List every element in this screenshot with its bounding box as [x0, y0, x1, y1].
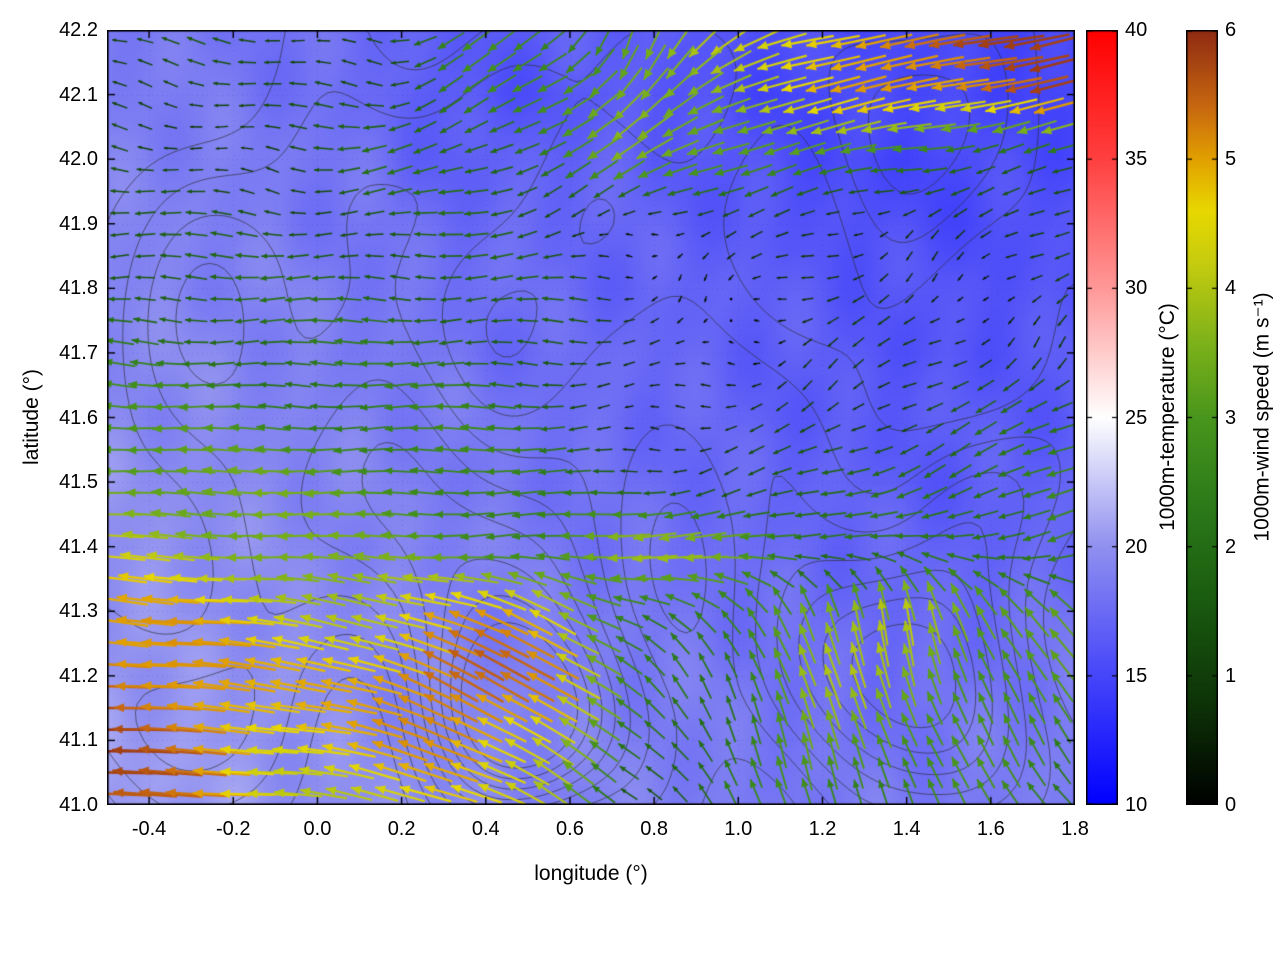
y-tick-label: 41.0: [59, 794, 98, 816]
y-tick-label: 41.1: [59, 729, 98, 752]
wind-colorbar-tick-label: 6: [1225, 19, 1237, 41]
wind-colorbar-title: 1000m-wind speed (m s⁻¹): [1250, 292, 1274, 542]
temperature-colorbar-tick-label: 30: [1125, 277, 1148, 300]
temperature-colorbar-title: 1000m-temperature (°C): [1156, 303, 1179, 531]
x-tick-label: 1.8: [1061, 818, 1089, 840]
x-tick-label: 1.6: [976, 818, 1005, 840]
y-tick-label: 41.4: [59, 535, 98, 558]
temperature-colorbar-tick-label: 25: [1125, 406, 1148, 429]
y-tick-label: 42.2: [59, 19, 98, 41]
temperature-colorbar-tick-label: 35: [1125, 148, 1148, 171]
wind-colorbar-tick-label: 1: [1225, 664, 1237, 687]
temperature-colorbar-tick-label: 20: [1125, 535, 1148, 558]
wind-colorbar-tick-label: 2: [1225, 535, 1237, 558]
y-tick-label: 41.3: [59, 600, 98, 623]
x-tick-label: 0.0: [303, 818, 332, 840]
wind-colorbar-tick-label: 3: [1225, 406, 1237, 429]
x-axis-title: longitude (°): [534, 862, 648, 885]
temperature-colorbar-tick-label: 10: [1125, 794, 1148, 816]
x-tick-label: 0.2: [387, 818, 416, 840]
x-tick-label: -0.4: [131, 818, 167, 840]
wind-colorbar-tick-label: 5: [1225, 148, 1237, 171]
x-tick-label: -0.2: [216, 818, 251, 840]
y-tick-label: 41.7: [59, 341, 98, 364]
x-tick-label: 0.8: [640, 818, 669, 840]
wind-colorbar: [1186, 30, 1218, 805]
y-tick-label: 42.0: [59, 148, 98, 171]
temperature-colorbar-tick-label: 40: [1125, 19, 1148, 41]
temperature-colorbar: [1086, 30, 1118, 805]
y-tick-label: 42.1: [59, 83, 98, 106]
y-tick-label: 41.2: [59, 664, 98, 687]
map-plot-canvas: [107, 30, 1075, 805]
y-tick-label: 41.8: [59, 277, 98, 300]
y-tick-label: 41.9: [59, 212, 98, 235]
wind-colorbar-tick-label: 0: [1225, 794, 1237, 816]
y-tick-label: 41.6: [59, 406, 98, 429]
x-tick-label: 1.2: [808, 818, 837, 840]
x-tick-label: 0.6: [556, 818, 584, 840]
x-tick-label: 1.4: [892, 818, 921, 840]
wind-colorbar-tick-label: 4: [1225, 277, 1237, 300]
x-tick-label: 0.4: [471, 818, 500, 840]
temperature-colorbar-tick-label: 15: [1125, 664, 1148, 687]
x-tick-label: 1.0: [724, 818, 753, 840]
y-tick-label: 41.5: [59, 471, 98, 494]
